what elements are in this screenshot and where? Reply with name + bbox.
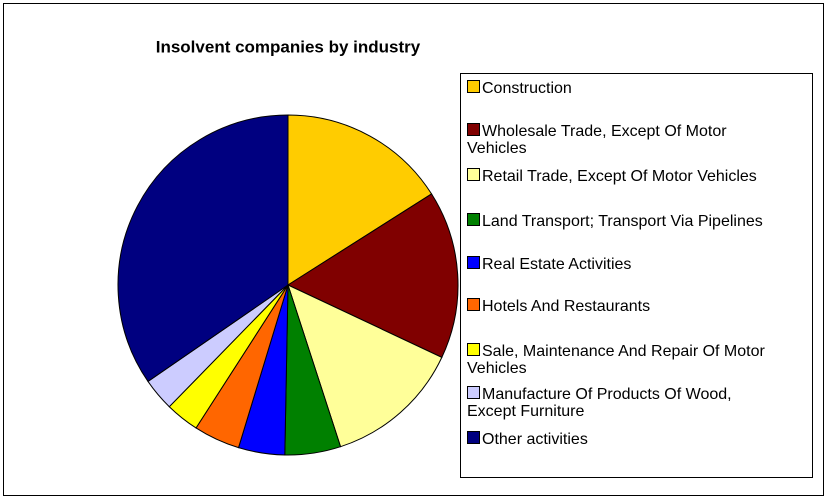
legend-swatch xyxy=(467,213,480,226)
legend-entry: Sale, Maintenance And Repair Of Motor Ve… xyxy=(467,343,777,377)
legend-entry: Hotels And Restaurants xyxy=(467,298,777,315)
chart-title: Insolvent companies by industry xyxy=(156,37,421,56)
pie-slice xyxy=(117,114,289,383)
legend-label: Manufacture Of Products Of Wood, Except … xyxy=(467,386,732,420)
legend-swatch xyxy=(467,386,480,399)
legend-entry: Construction xyxy=(467,80,777,97)
legend-label: Retail Trade, Except Of Motor Vehicles xyxy=(482,168,757,185)
legend-swatch xyxy=(467,298,480,311)
legend-entry: Real Estate Activities xyxy=(467,256,777,273)
legend-entry: Wholesale Trade, Except Of Motor Vehicle… xyxy=(467,123,777,157)
legend-label: Other activities xyxy=(482,431,588,448)
legend-label: Real Estate Activities xyxy=(482,256,632,273)
legend-swatch xyxy=(467,256,480,269)
legend-label: Sale, Maintenance And Repair Of Motor Ve… xyxy=(467,343,765,377)
legend-swatch xyxy=(467,168,480,181)
legend-label: Construction xyxy=(482,80,572,97)
legend-swatch xyxy=(467,123,480,136)
legend-entry: Retail Trade, Except Of Motor Vehicles xyxy=(467,168,777,185)
legend-label: Hotels And Restaurants xyxy=(482,298,651,315)
legend-swatch xyxy=(467,343,480,356)
legend-entry: Manufacture Of Products Of Wood, Except … xyxy=(467,386,777,420)
legend-label: Wholesale Trade, Except Of Motor Vehicle… xyxy=(467,123,727,157)
legend-entry: Other activities xyxy=(467,431,777,448)
legend-entry: Land Transport; Transport Via Pipelines xyxy=(467,213,777,230)
pie-slice xyxy=(286,193,459,359)
legend-label: Land Transport; Transport Via Pipelines xyxy=(482,213,763,230)
pie-slice xyxy=(287,284,443,448)
legend-swatch xyxy=(467,80,480,93)
legend-swatch xyxy=(467,431,480,444)
legend: Construction Wholesale Trade, Except Of M… xyxy=(460,73,813,478)
pie-slice xyxy=(287,114,433,286)
